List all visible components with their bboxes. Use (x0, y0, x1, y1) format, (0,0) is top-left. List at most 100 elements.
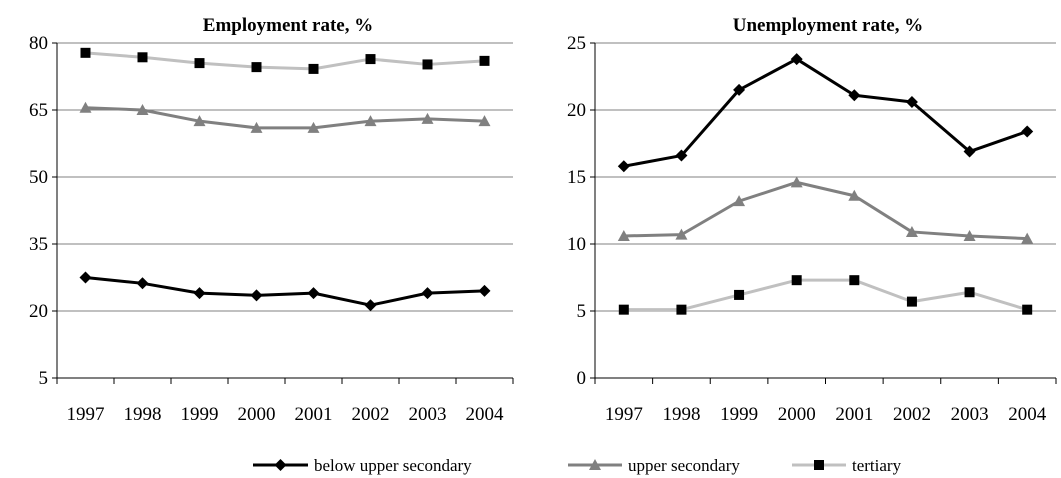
data-point (734, 289, 745, 300)
data-point (1021, 232, 1034, 244)
x-tick-label: 2000 (778, 404, 816, 425)
data-point (307, 287, 320, 300)
chart-2: Unemployment rate, % 0 5 10 15 20 25 1997 1998 19… (567, 15, 1057, 425)
x-tick-label: 1999 (720, 404, 758, 425)
legend-marker (589, 459, 601, 470)
data-point (193, 287, 206, 300)
data-point (364, 299, 377, 312)
data-point (136, 277, 149, 290)
data-point (421, 112, 434, 124)
legend-label: tertiary (852, 456, 902, 475)
data-point (849, 275, 860, 286)
series-line (623, 180, 1028, 241)
data-point (676, 304, 687, 315)
data-point (137, 52, 148, 63)
series-line (623, 57, 1028, 168)
y-tick-label: 10 (567, 234, 586, 255)
data-point (79, 271, 92, 284)
data-point (791, 275, 802, 286)
data-point (963, 229, 976, 241)
y-tick-label: 35 (29, 234, 48, 255)
data-point (733, 195, 746, 207)
series-line (85, 51, 485, 71)
data-point (80, 47, 91, 58)
y-tick-label: 65 (29, 100, 48, 121)
x-tick-label: 2003 (409, 404, 447, 425)
series-tertiary (80, 47, 490, 74)
data-point (848, 89, 861, 102)
data-point (308, 63, 319, 74)
y-tick-label: 20 (567, 100, 586, 121)
data-point (307, 121, 320, 133)
y-tick-label: 0 (577, 368, 587, 389)
x-tick-label: 2002 (893, 404, 931, 425)
legend: below upper secondary upper secondary tert… (253, 456, 902, 475)
y-tick-label: 20 (29, 301, 48, 322)
data-point (905, 95, 918, 108)
data-point (251, 62, 262, 73)
series-line (623, 278, 1028, 312)
series-upper-secondary (617, 176, 1034, 244)
x-tick-label: 1998 (662, 404, 700, 425)
series-line (85, 276, 485, 307)
series-upper-secondary (79, 101, 491, 133)
chart-1: Employment rate, % 5 20 35 50 65 80 1997 1998 199… (29, 15, 514, 425)
data-point (675, 228, 688, 240)
chart-title: Unemployment rate, % (733, 15, 924, 36)
data-point (675, 149, 688, 162)
data-point (421, 287, 434, 300)
data-point (422, 59, 433, 70)
y-tick-label: 80 (29, 33, 48, 54)
x-tick-label: 1997 (67, 404, 105, 425)
data-point (905, 225, 918, 237)
data-point (193, 115, 206, 127)
data-point (79, 101, 92, 113)
x-tick-label: 1999 (181, 404, 219, 425)
data-point (365, 54, 376, 65)
series-line (85, 106, 485, 130)
data-point (136, 104, 149, 115)
data-point (478, 115, 491, 127)
x-tick-label: 2004 (1008, 404, 1047, 425)
legend-marker (814, 460, 824, 470)
legend-label: below upper secondary (314, 456, 472, 475)
data-point (963, 145, 976, 158)
data-point (618, 304, 629, 315)
y-tick-label: 5 (39, 368, 49, 389)
data-point (617, 229, 630, 241)
data-point (1022, 304, 1033, 315)
data-point (478, 284, 491, 297)
y-tick-label: 5 (577, 301, 587, 322)
y-tick-label: 15 (567, 167, 586, 188)
y-tick-label: 50 (29, 167, 48, 188)
data-point (1021, 125, 1034, 138)
x-tick-label: 2000 (238, 404, 276, 425)
y-tick-label: 25 (567, 33, 586, 54)
data-point (790, 53, 803, 66)
legend-item: below upper secondary (253, 456, 472, 475)
data-point (250, 289, 263, 302)
x-tick-label: 1997 (605, 404, 643, 425)
data-point (848, 189, 861, 201)
x-tick-label: 2001 (835, 404, 873, 425)
x-tick-label: 2003 (951, 404, 989, 425)
data-point (733, 83, 746, 96)
data-point (790, 176, 803, 188)
data-point (194, 58, 205, 69)
series-tertiary (618, 275, 1033, 315)
series-below-upper-secondary (617, 53, 1034, 173)
data-point (617, 160, 630, 173)
data-point (250, 121, 263, 133)
legend-label: upper secondary (628, 456, 740, 475)
legend-item: tertiary (792, 456, 902, 475)
data-point (479, 55, 490, 66)
data-point (906, 296, 917, 307)
x-tick-label: 2004 (466, 404, 505, 425)
legend-item: upper secondary (568, 456, 740, 475)
legend-marker (274, 459, 287, 471)
x-tick-label: 2002 (352, 404, 390, 425)
data-point (364, 115, 377, 127)
x-tick-label: 1998 (124, 404, 162, 425)
data-point (964, 287, 975, 298)
